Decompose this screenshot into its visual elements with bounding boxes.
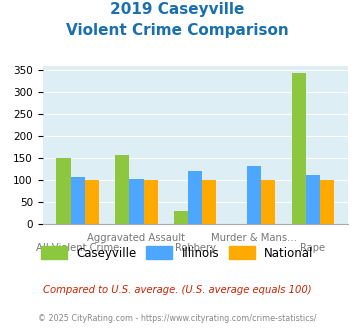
Bar: [174, 211, 188, 224]
Bar: [188, 171, 202, 224]
Bar: [56, 158, 71, 224]
Bar: [306, 175, 320, 224]
Bar: [143, 181, 158, 224]
Bar: [320, 181, 334, 224]
Text: Rape: Rape: [300, 243, 326, 252]
Text: Aggravated Assault: Aggravated Assault: [87, 233, 185, 243]
Text: © 2025 CityRating.com - https://www.cityrating.com/crime-statistics/: © 2025 CityRating.com - https://www.city…: [38, 314, 317, 323]
Bar: [71, 177, 85, 224]
Text: Robbery: Robbery: [175, 243, 216, 252]
Bar: [129, 179, 143, 224]
Text: Compared to U.S. average. (U.S. average equals 100): Compared to U.S. average. (U.S. average …: [43, 285, 312, 295]
Bar: [202, 181, 217, 224]
Bar: [85, 181, 99, 224]
Text: Murder & Mans...: Murder & Mans...: [211, 233, 297, 243]
Legend: Caseyville, Illinois, National: Caseyville, Illinois, National: [41, 247, 314, 260]
Text: All Violent Crime: All Violent Crime: [36, 243, 119, 252]
Bar: [261, 181, 275, 224]
Bar: [247, 166, 261, 224]
Bar: [292, 73, 306, 224]
Bar: [115, 155, 129, 224]
Text: 2019 Caseyville: 2019 Caseyville: [110, 2, 245, 16]
Text: Violent Crime Comparison: Violent Crime Comparison: [66, 23, 289, 38]
